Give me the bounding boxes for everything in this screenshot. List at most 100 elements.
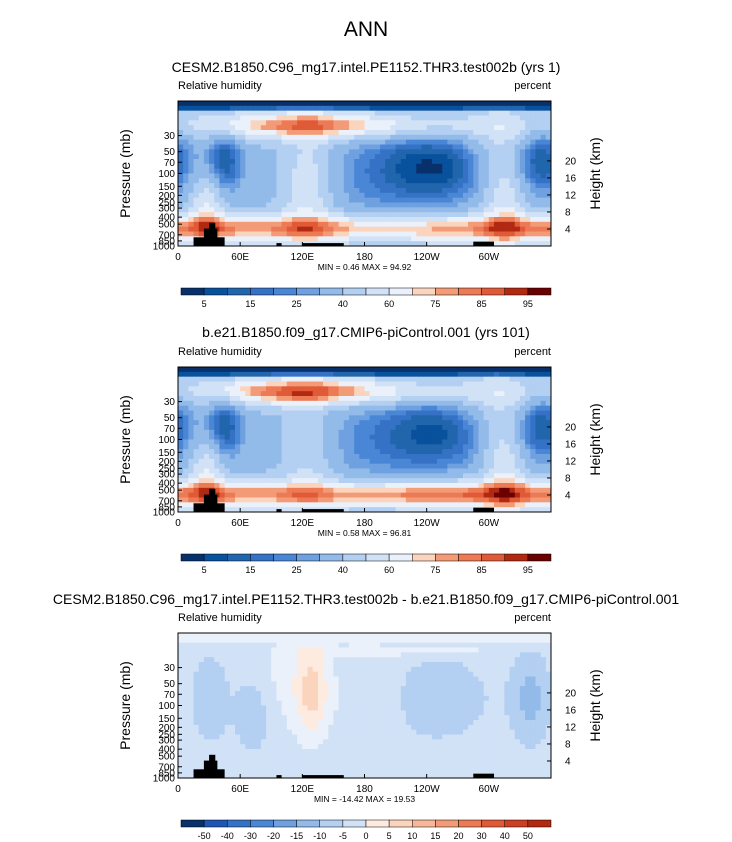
- heatmap-cell: [519, 386, 526, 392]
- heatmap-cell: [462, 183, 469, 189]
- heatmap-cell: [452, 420, 459, 426]
- heatmap-cell: [240, 154, 246, 160]
- heatmap-cell: [519, 236, 526, 242]
- heatmap-cell: [405, 168, 412, 174]
- heatmap-cell: [380, 425, 386, 431]
- heatmap-cell: [229, 159, 236, 165]
- heatmap-cell: [540, 444, 547, 450]
- heatmap-cell: [395, 197, 402, 203]
- heatmap-cell: [209, 110, 215, 116]
- heatmap-cell: [302, 386, 308, 392]
- heatmap-cell: [209, 415, 215, 421]
- heatmap-cell: [400, 226, 407, 232]
- heatmap-cell: [338, 458, 345, 465]
- heatmap-cell: [452, 139, 459, 145]
- heatmap-cell: [405, 662, 412, 668]
- heatmap-cell: [183, 192, 189, 199]
- heatmap-cell: [478, 188, 485, 194]
- heatmap-cell: [312, 405, 319, 411]
- heatmap-cell: [364, 173, 371, 179]
- heatmap-cell: [416, 487, 422, 494]
- heatmap-cell: [499, 492, 505, 498]
- heatmap-cell: [426, 367, 433, 373]
- heatmap-cell: [245, 197, 251, 203]
- heatmap-cell: [219, 110, 226, 116]
- heatmap-cell: [260, 381, 267, 387]
- heatmap-cell: [198, 425, 205, 431]
- heatmap-cell: [488, 188, 495, 194]
- heatmap-cell: [494, 647, 500, 653]
- heatmap-cell: [457, 463, 464, 469]
- heatmap-cell: [437, 241, 443, 247]
- heatmap-cell: [338, 371, 345, 378]
- heatmap-cell: [240, 178, 246, 184]
- heatmap-cell: [416, 173, 422, 179]
- heatmap-cell: [514, 507, 521, 513]
- heatmap-cell: [203, 188, 210, 194]
- heatmap-cell: [333, 647, 339, 653]
- heatmap-cell: [535, 381, 542, 387]
- heatmap-cell: [317, 105, 324, 112]
- heatmap-cell: [452, 192, 459, 199]
- heatmap-cell: [255, 231, 262, 237]
- heatmap-cell: [255, 642, 262, 648]
- heatmap-cell: [291, 400, 298, 407]
- heatmap-cell: [193, 642, 200, 648]
- heatmap-cell: [188, 405, 194, 411]
- heatmap-cell: [297, 647, 303, 653]
- heatmap-cell: [437, 192, 443, 199]
- heatmap-cell: [193, 168, 200, 174]
- heatmap-cell: [416, 657, 422, 663]
- heatmap-cell: [224, 207, 231, 213]
- heatmap-cell: [255, 497, 262, 503]
- heatmap-cell: [260, 483, 267, 489]
- heatmap-cell: [374, 226, 381, 232]
- heatmap-cell: [359, 139, 365, 145]
- heatmap-cell: [545, 396, 552, 402]
- heatmap-cell: [405, 454, 412, 460]
- heatmap-cell: [255, 473, 262, 479]
- heatmap-cell: [198, 130, 205, 136]
- heatmap-cell: [224, 633, 231, 639]
- heatmap-cell: [400, 241, 407, 247]
- heatmap-cell: [426, 468, 433, 474]
- heatmap-cell: [431, 192, 438, 199]
- heatmap-cell: [328, 105, 334, 112]
- heatmap-cell: [385, 429, 391, 436]
- heatmap-cell: [519, 483, 526, 489]
- heatmap-cell: [286, 381, 293, 387]
- heatmap-cell: [317, 207, 324, 213]
- heatmap-cell: [499, 192, 505, 199]
- heatmap-cell: [276, 207, 283, 213]
- heatmap-cell: [281, 144, 288, 150]
- heatmap-cell: [431, 376, 438, 382]
- heatmap-cell: [333, 420, 339, 426]
- heatmap-cell: [364, 139, 371, 145]
- heatmap-cell: [535, 478, 542, 484]
- heatmap-cell: [369, 371, 376, 378]
- heatmap-cell: [307, 120, 314, 126]
- heatmap-cell: [348, 241, 355, 247]
- heatmap-cell: [525, 483, 531, 489]
- heatmap-cell: [447, 371, 453, 378]
- heatmap-cell: [369, 178, 376, 184]
- heatmap-cell: [514, 637, 521, 644]
- heatmap-cell: [385, 376, 391, 382]
- heatmap-cell: [250, 183, 257, 189]
- heatmap-cell: [545, 149, 552, 155]
- heatmap-cell: [317, 168, 324, 174]
- y-tick-label: 200: [158, 457, 175, 468]
- heatmap-cell: [219, 400, 226, 407]
- heatmap-cell: [380, 662, 386, 668]
- heatmap-cell: [535, 144, 542, 150]
- heatmap-cell: [421, 139, 428, 145]
- heatmap-cell: [525, 168, 531, 174]
- heatmap-cell: [250, 115, 257, 121]
- heatmap-cell: [198, 163, 205, 170]
- heatmap-cell: [312, 154, 319, 160]
- heatmap-cell: [183, 125, 189, 131]
- heatmap-cell: [323, 115, 329, 121]
- heatmap-cell: [266, 439, 272, 445]
- heatmap-cell: [214, 425, 220, 431]
- heatmap-cell: [281, 149, 288, 155]
